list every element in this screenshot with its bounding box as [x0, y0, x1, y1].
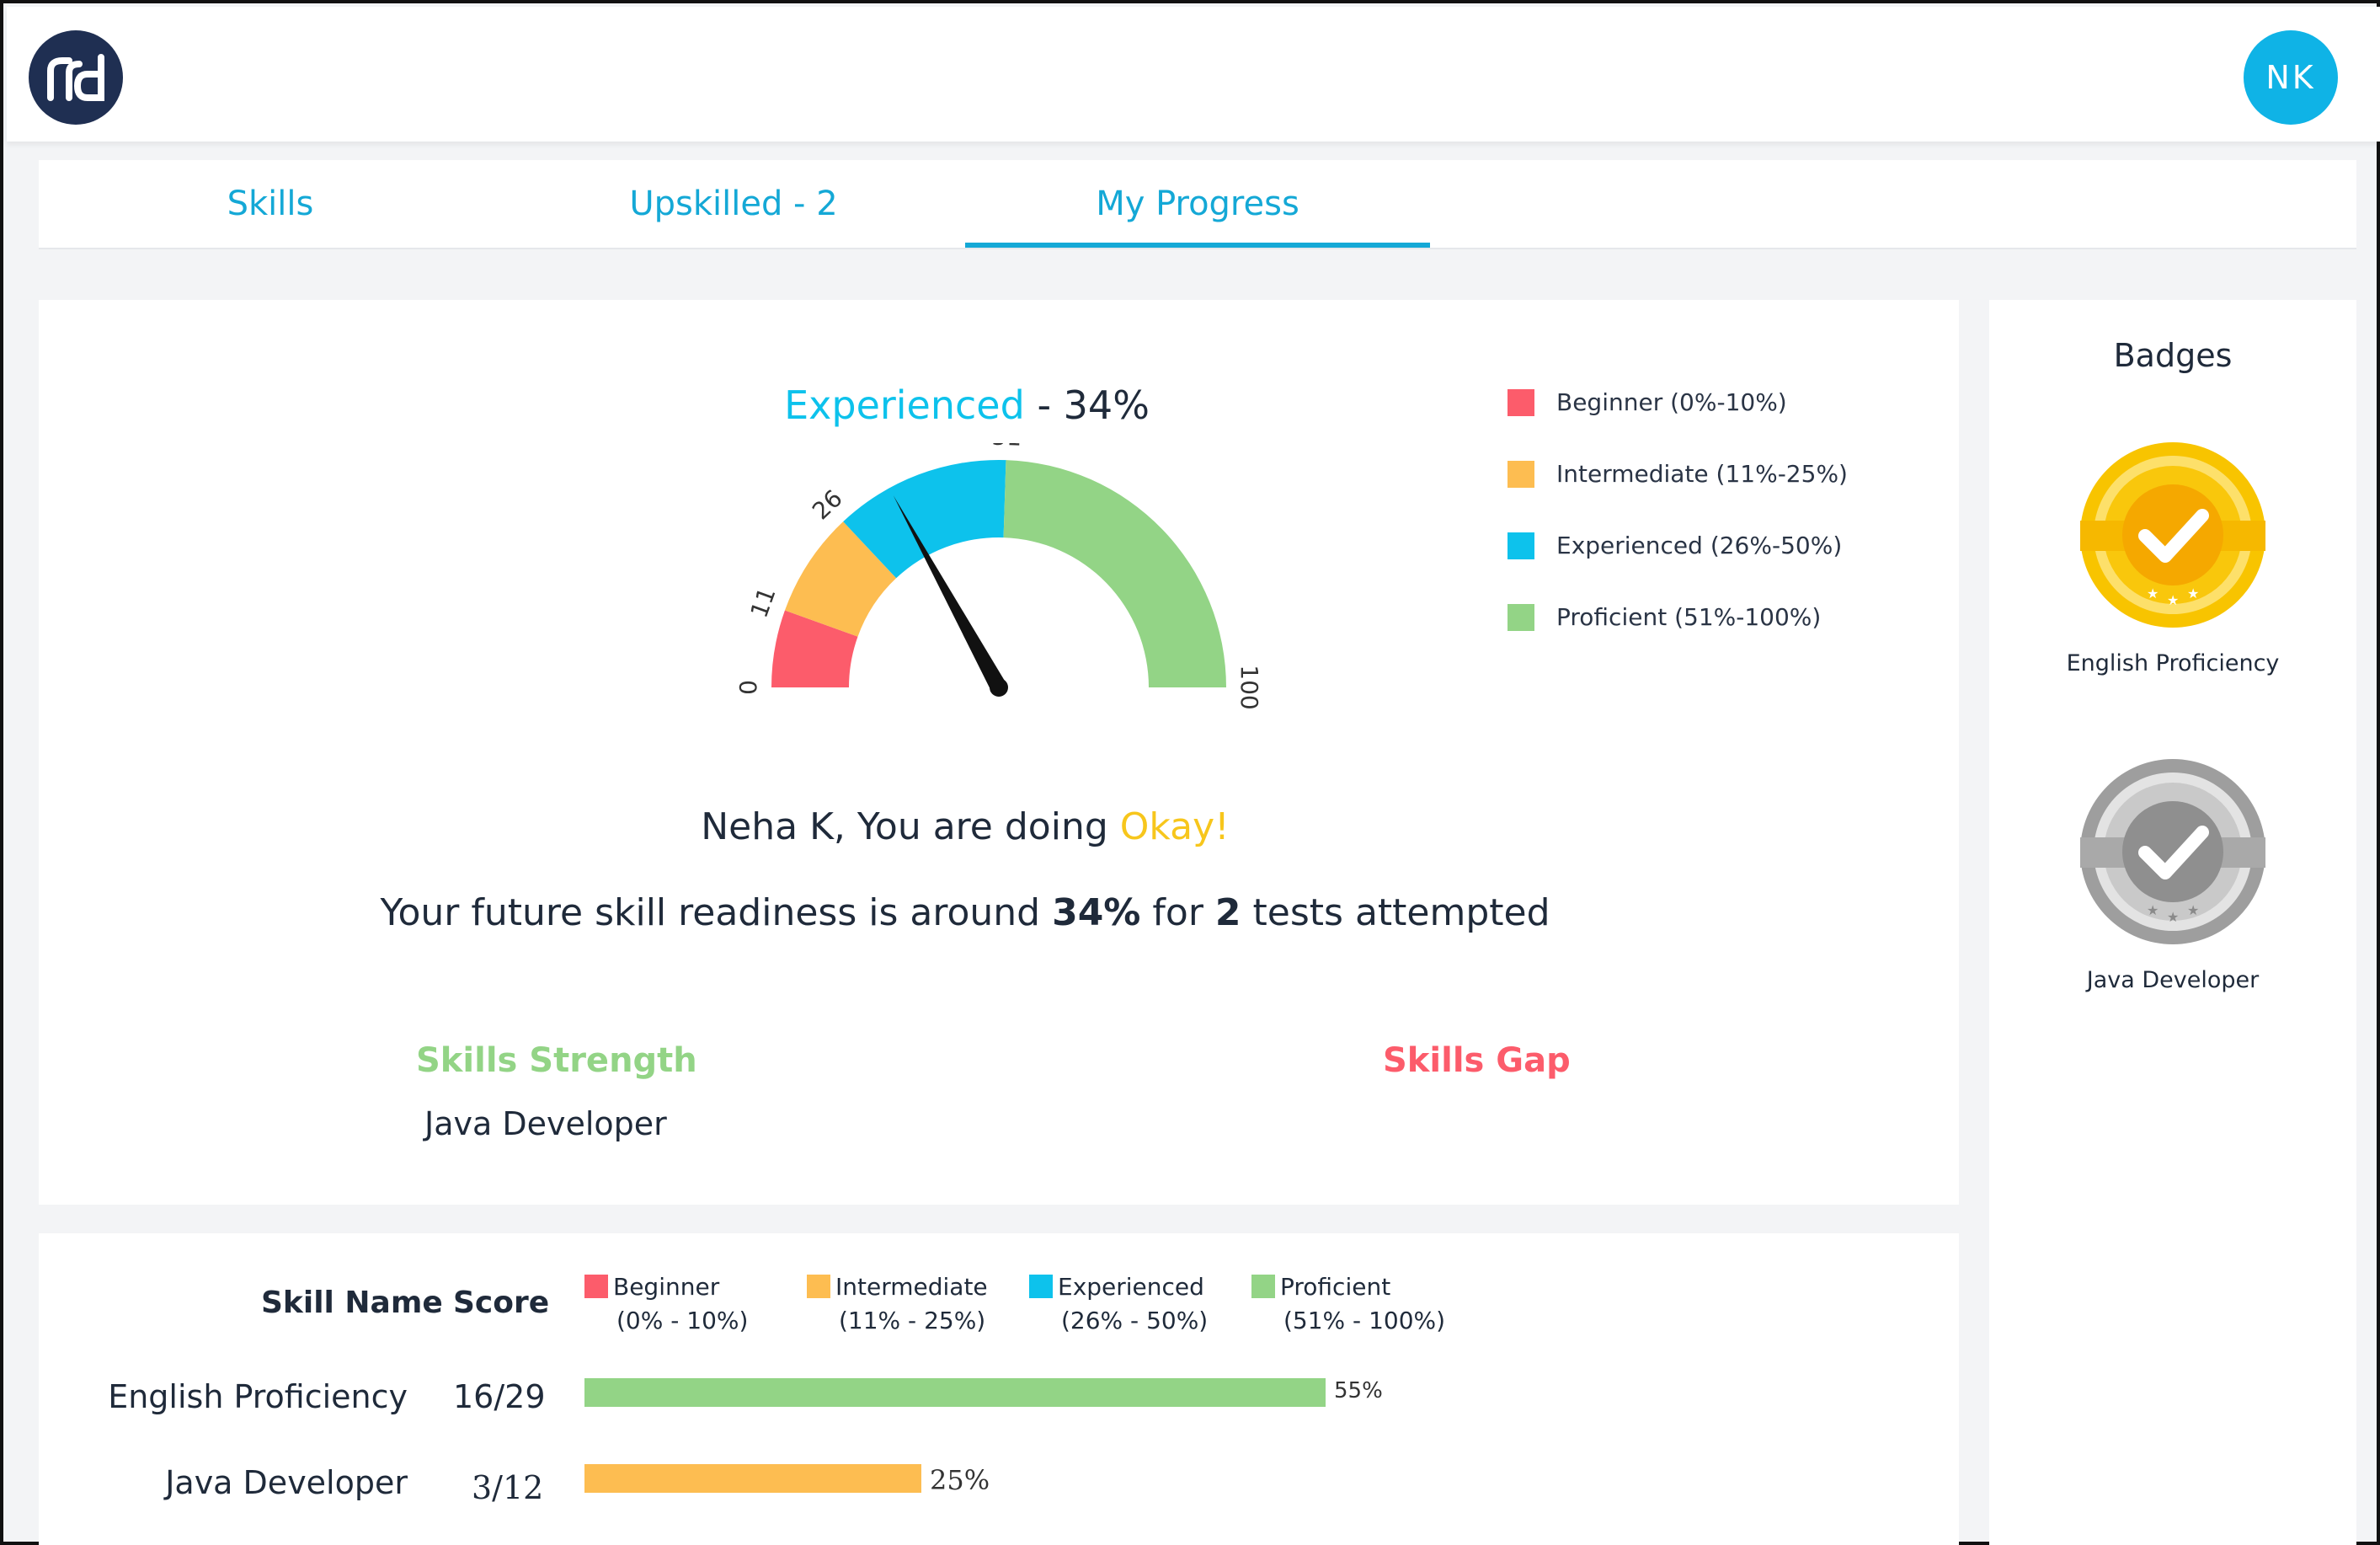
- table-legend-proficient: Proficient (51% - 100%): [1251, 1270, 1445, 1338]
- badge-card[interactable]: ★ ★ ★ Java Developer: [1989, 755, 2356, 993]
- readiness-value: 34%: [1052, 891, 1141, 934]
- legend-swatch: [1508, 603, 1534, 631]
- legend-swatch: [584, 1275, 608, 1298]
- legend-label: Experienced (26%-50%): [1556, 532, 1843, 559]
- tab-skills[interactable]: Skills: [227, 184, 314, 223]
- gauge-tick-label: 26: [807, 484, 848, 525]
- svg-text:★: ★: [2147, 902, 2159, 918]
- tab-my-progress[interactable]: My Progress: [965, 160, 1430, 248]
- gauge-tick-label: 0: [734, 680, 762, 695]
- readiness-message: Your future skill readiness is around 34…: [5, 891, 1925, 934]
- score-bar: [584, 1464, 921, 1493]
- legend-swatch: [1251, 1275, 1275, 1298]
- table-legend-experienced: Experienced (26% - 50%): [1029, 1270, 1208, 1338]
- badge-label: English Proficiency: [2066, 650, 2280, 676]
- gauge-segment-experienced: [843, 460, 1006, 579]
- rd-logo-icon[interactable]: [29, 30, 123, 125]
- table-legend-beginner: Beginner (0% - 10%): [584, 1270, 748, 1338]
- score-bar-label: 25%: [930, 1464, 990, 1496]
- legend-name: Intermediate: [835, 1273, 988, 1301]
- tab-upskilled[interactable]: Upskilled - 2: [629, 184, 838, 223]
- svg-text:★: ★: [2187, 585, 2199, 601]
- legend-label: Intermediate (11%-25%): [1556, 460, 1848, 488]
- legend-swatch: [1029, 1275, 1053, 1298]
- col-header-skill-name: Skill Name: [261, 1286, 443, 1320]
- legend-label: Beginner (0%-10%): [1556, 388, 1787, 416]
- top-bar: NK: [7, 7, 2380, 142]
- gauge-needle: [893, 495, 1006, 692]
- badges-panel: Badges ★ ★ ★ English Proficiency: [1989, 300, 2356, 1545]
- status-message: Neha K, You are doing Okay!: [5, 805, 1925, 848]
- gauge-tick-label: 51: [991, 443, 1022, 452]
- tab-bar: Skills Upskilled - 2 My Progress: [39, 160, 2356, 249]
- svg-text:★: ★: [2187, 902, 2199, 918]
- legend-range: (0% - 10%): [616, 1307, 749, 1334]
- legend-item: Beginner (0%-10%): [1508, 388, 1787, 416]
- badge-card[interactable]: ★ ★ ★ English Proficiency: [1989, 438, 2356, 676]
- legend-range: (51% - 100%): [1283, 1307, 1446, 1334]
- silver-check-badge-icon: ★ ★ ★: [2080, 759, 2265, 944]
- score-bar-label: 55%: [1334, 1378, 1383, 1403]
- legend-name: Experienced: [1058, 1273, 1204, 1301]
- legend-swatch: [1508, 388, 1534, 416]
- gauge-needle-hub: [990, 678, 1008, 697]
- svg-text:★: ★: [2167, 909, 2179, 925]
- svg-text:★: ★: [2167, 592, 2179, 608]
- badges-title: Badges: [2113, 337, 2233, 374]
- skills-strength-item: Java Developer: [424, 1105, 667, 1142]
- gauge-segment-proficient: [1003, 460, 1226, 687]
- gauge-tick-label: 100: [1235, 665, 1263, 709]
- gold-check-badge-icon: ★ ★ ★: [2080, 442, 2265, 628]
- legend-swatch: [807, 1275, 830, 1298]
- row-score: 3/12: [472, 1469, 544, 1506]
- legend-name: Beginner: [613, 1273, 720, 1301]
- gauge-title: Experienced - 34%: [7, 382, 1927, 428]
- readiness-suffix: tests attempted: [1252, 891, 1550, 934]
- avatar[interactable]: NK: [2244, 30, 2338, 125]
- progress-panel: Experienced - 34% 0 11 26 51 100 Beginner (0…: [39, 300, 1959, 1205]
- badge-label: Java Developer: [2086, 967, 2260, 993]
- legend-name: Proficient: [1280, 1273, 1391, 1301]
- skills-score-table: Skill Name Score Beginner (0% - 10%) Int…: [39, 1233, 1959, 1545]
- legend-swatch: [1508, 532, 1534, 559]
- level-label: Experienced: [784, 382, 1025, 428]
- tests-count: 2: [1214, 891, 1241, 934]
- gauge-segment-beginner: [771, 610, 858, 687]
- skills-gap-title: Skills Gap: [1383, 1041, 1571, 1080]
- legend-item: Intermediate (11%-25%): [1508, 460, 1848, 488]
- status-text: Okay!: [1119, 805, 1230, 848]
- legend-swatch: [1508, 460, 1534, 488]
- legend-item: Proficient (51%-100%): [1508, 603, 1821, 631]
- readiness-mid: for: [1152, 891, 1203, 934]
- readiness-prefix: Your future skill readiness is around: [380, 891, 1041, 934]
- gauge-tick-label: 11: [745, 584, 782, 622]
- legend-range: (26% - 50%): [1061, 1307, 1209, 1334]
- level-value: - 34%: [1037, 382, 1150, 428]
- legend-item: Experienced (26%-50%): [1508, 532, 1842, 559]
- table-legend-intermediate: Intermediate (11% - 25%): [807, 1270, 988, 1338]
- gauge-chart: 0 11 26 51 100: [734, 443, 1263, 710]
- skills-strength-title: Skills Strength: [416, 1041, 697, 1080]
- gauge-segment-intermediate: [784, 521, 897, 637]
- legend-range: (11% - 25%): [839, 1307, 986, 1334]
- col-header-score: Score: [453, 1286, 550, 1320]
- row-skill-name: Java Developer: [165, 1464, 408, 1501]
- row-skill-name: English Proficiency: [108, 1378, 408, 1415]
- row-score: 16/29: [453, 1378, 546, 1415]
- greeting-text: Neha K, You are doing: [701, 805, 1108, 848]
- legend-label: Proficient (51%-100%): [1556, 603, 1822, 631]
- score-bar: [584, 1378, 1326, 1407]
- svg-text:★: ★: [2147, 585, 2159, 601]
